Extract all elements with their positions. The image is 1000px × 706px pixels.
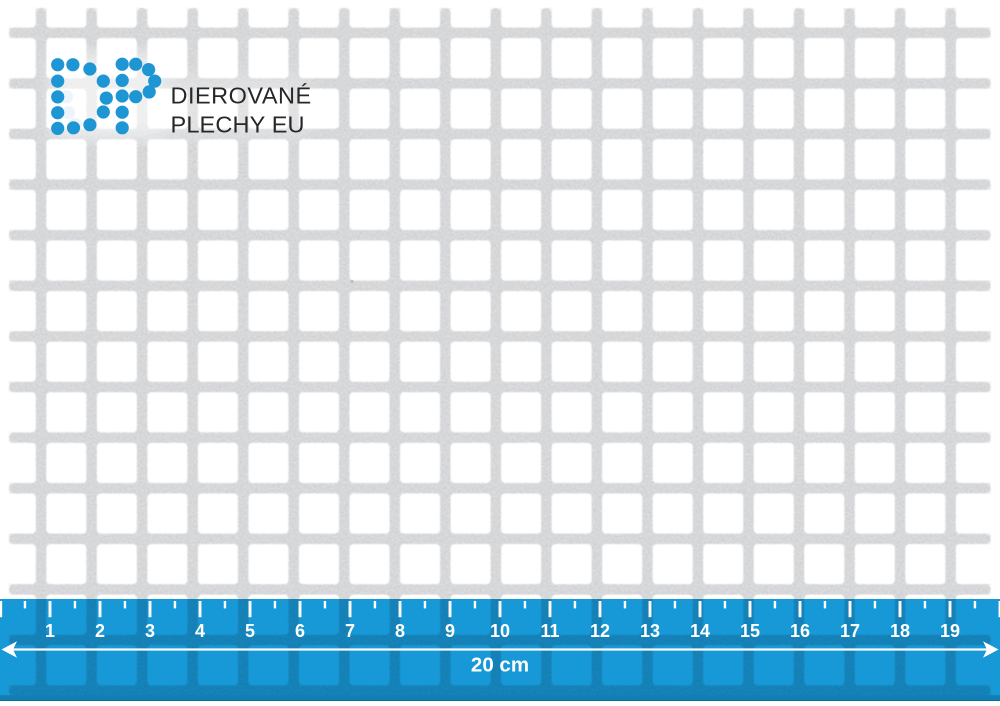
svg-text:3: 3 <box>145 621 155 641</box>
svg-text:4: 4 <box>195 621 205 641</box>
svg-text:6: 6 <box>295 621 305 641</box>
svg-text:1: 1 <box>45 621 55 641</box>
svg-text:5: 5 <box>245 621 255 641</box>
svg-text:2: 2 <box>95 621 105 641</box>
svg-text:15: 15 <box>740 621 760 641</box>
svg-text:10: 10 <box>490 621 510 641</box>
svg-text:14: 14 <box>690 621 710 641</box>
svg-text:PLECHY EU: PLECHY EU <box>171 111 305 137</box>
svg-text:11: 11 <box>540 621 559 641</box>
svg-text:18: 18 <box>890 621 910 641</box>
svg-text:8: 8 <box>395 621 405 641</box>
svg-text:DIEROVANÉ: DIEROVANÉ <box>171 82 312 108</box>
svg-text:13: 13 <box>640 621 660 641</box>
svg-text:17: 17 <box>840 621 860 641</box>
svg-text:9: 9 <box>445 621 455 641</box>
svg-text:16: 16 <box>790 621 810 641</box>
svg-text:20 cm: 20 cm <box>471 654 529 677</box>
svg-text:12: 12 <box>590 621 610 641</box>
svg-text:19: 19 <box>940 621 960 641</box>
svg-text:7: 7 <box>345 621 355 641</box>
